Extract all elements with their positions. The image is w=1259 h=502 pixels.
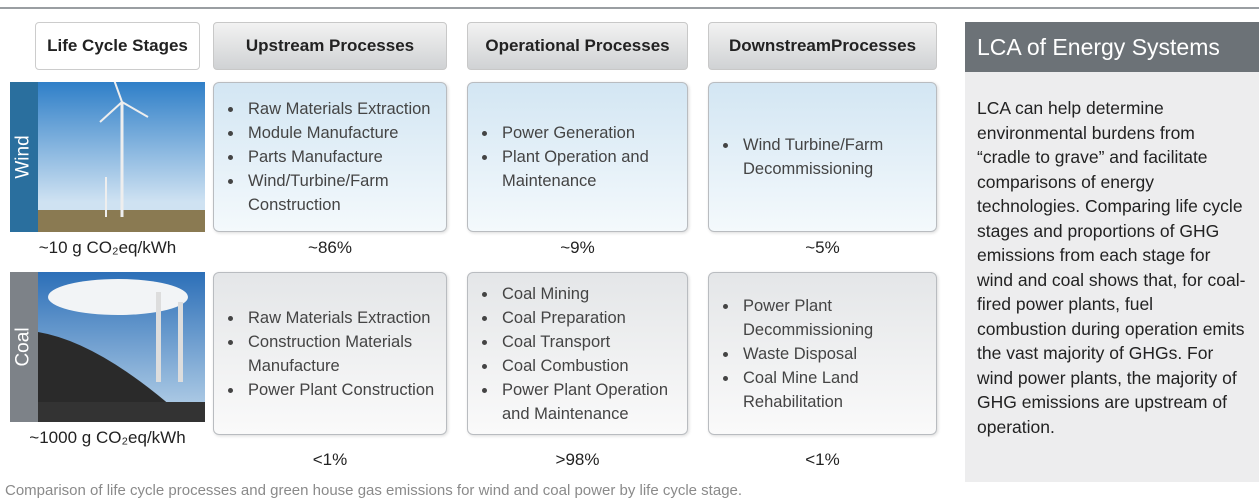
emissions: ~10 g CO₂eq/kWh [38,238,177,257]
process-item: Wind/Turbine/Farm Construction [244,169,438,217]
process-list: Raw Materials ExtractionModule Manufactu… [226,97,438,217]
share: ~5% [805,238,840,257]
process-item: Coal Mining [498,282,679,306]
process-list: Power GenerationPlant Operation and Main… [480,121,679,193]
process-item: Power Plant Decommissioning [739,294,928,342]
share: >98% [555,450,600,469]
process-cell: Coal MiningCoal PreparationCoal Transpor… [467,272,688,435]
process-item: Construction Materials Manufacture [244,330,438,378]
stage-header: Operational Processes [467,22,688,70]
wind-strip: Wind [10,82,38,232]
process-item: Coal Preparation [498,306,679,330]
process-item: Raw Materials Extraction [244,97,438,121]
process-item: Coal Mine Land Rehabilitation [739,366,928,414]
share: ~9% [560,238,595,257]
process-list: Power Plant DecommissioningWaste Disposa… [721,294,928,414]
process-cell: Power Plant DecommissioningWaste Disposa… [708,272,937,435]
process-item: Parts Manufacture [244,145,438,169]
process-item: Coal Combustion [498,354,679,378]
stage-header: DownstreamProcesses [708,22,937,70]
process-item: Plant Operation and Maintenance [498,145,679,193]
process-list: Raw Materials ExtractionConstruction Mat… [226,306,438,402]
process-list: Coal MiningCoal PreparationCoal Transpor… [480,282,679,426]
share: <1% [805,450,840,469]
process-item: Power Plant Operation and Maintenance [498,378,679,426]
emissions: ~1000 g CO₂eq/kWh [29,428,186,447]
process-list: Wind Turbine/Farm Decommissioning [721,133,928,181]
row-label: Coal [13,327,35,367]
process-cell: Raw Materials ExtractionModule Manufactu… [213,82,447,232]
process-cell: Raw Materials ExtractionConstruction Mat… [213,272,447,435]
top-rule [0,7,1259,9]
share: ~86% [308,238,352,257]
process-item: Raw Materials Extraction [244,306,438,330]
stage-header: Upstream Processes [213,22,447,70]
stage-header: Life Cycle Stages [35,22,200,70]
process-cell: Wind Turbine/Farm Decommissioning [708,82,937,232]
process-item: Waste Disposal [739,342,928,366]
row-label: Wind [13,135,35,179]
sidebar-title: LCA of Energy Systems [965,22,1259,72]
coal-strip: Coal [10,272,38,422]
process-item: Coal Transport [498,330,679,354]
caption: Comparison of life cycle processes and g… [5,482,743,499]
process-item: Module Manufacture [244,121,438,145]
process-item: Power Generation [498,121,679,145]
share: <1% [312,450,348,469]
process-item: Power Plant Construction [244,378,438,402]
process-item: Wind Turbine/Farm Decommissioning [739,133,928,181]
process-cell: Power GenerationPlant Operation and Main… [467,82,688,232]
wind-image [38,82,205,232]
coal-image [38,272,205,422]
sidebar-text: LCA can help determine environmental bur… [965,72,1259,482]
